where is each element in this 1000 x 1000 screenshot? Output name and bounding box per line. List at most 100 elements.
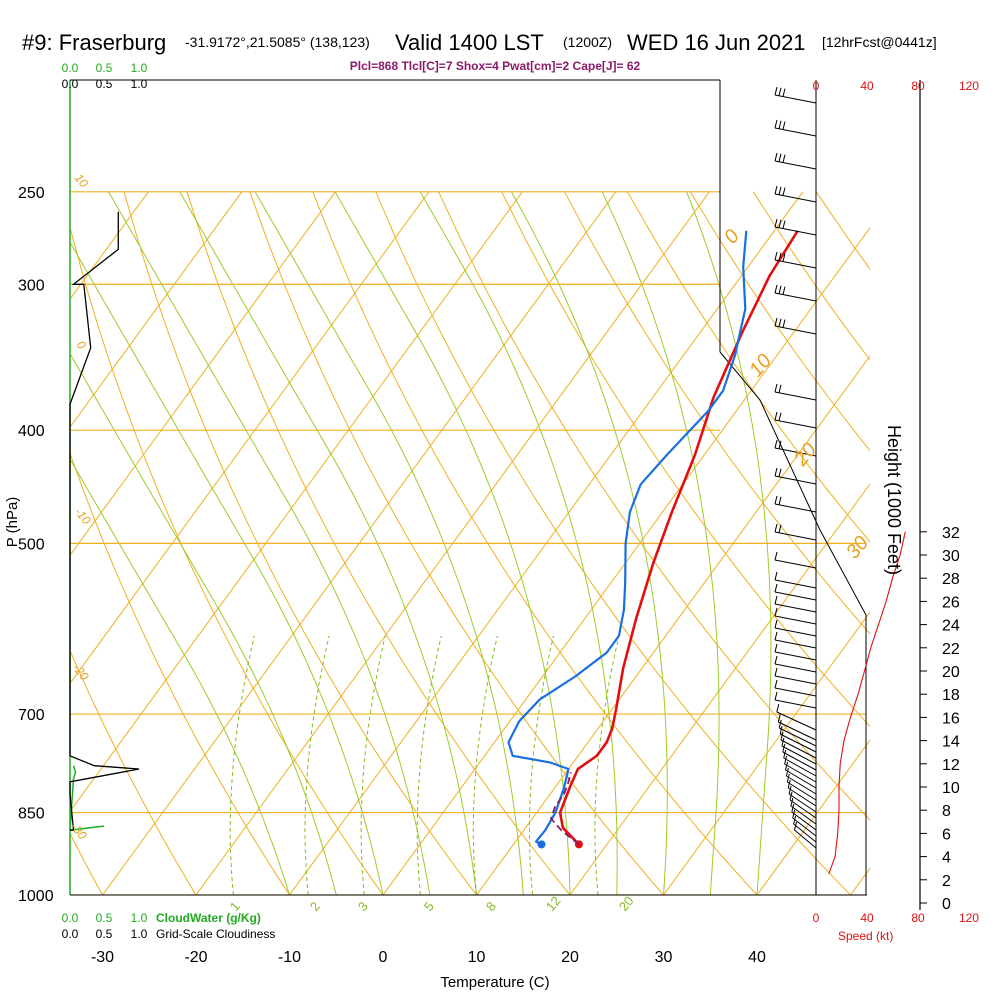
mixing-ratio-label: 5 [421,899,437,914]
moist-adiabat-line [108,191,431,895]
wind-barb-feather [778,719,782,729]
isotherm-label: 10 [745,350,776,381]
dewpoint-profile-line [507,230,748,846]
wind-barb-feather [782,121,786,130]
cloud-water-line [69,765,77,831]
cloud-water-title: CloudWater (g/Kg) [156,911,261,925]
wind-barb [791,811,817,831]
mixing-ratio-line [416,635,442,895]
dry-adiabat-line [123,191,477,895]
wind-barb-feather [774,495,778,505]
moist-adiabat-line [601,191,720,895]
wind-barb [780,739,817,759]
wind-barb [785,769,817,789]
wind-barb-feather [778,186,782,195]
wind-barb [774,226,817,236]
speed-tick-bottom: 0 [813,911,820,925]
wind-barb-feather [778,219,782,228]
wind-barb [774,503,817,513]
dry-adiabat-line [70,224,384,895]
dry-adiabat-line [501,191,870,728]
dry-adiabat-label: -20 [70,661,92,684]
speed-tick-bottom: 120 [959,911,979,925]
wind-barb-feather [787,779,791,789]
wind-barb [794,829,817,849]
wind-barb-feather [774,583,778,593]
mixing-ratio-line [472,635,498,895]
dry-adiabat-line [70,451,290,895]
wind-barb-feather [774,691,778,701]
wind-barb-feather [788,785,792,795]
temperature-tick-label: 0 [379,949,388,966]
wind-barb [774,127,817,137]
wind-barb-feather [782,88,786,97]
height-tick-label: 22 [942,641,960,658]
moist-adiabat-line [70,241,384,895]
wind-barb-feather [782,286,786,295]
dry-adiabat-line [375,191,851,895]
pressure-tick-label: 850 [18,806,45,823]
speed-tick-top: 120 [959,79,979,93]
cloud-tick-label: 1.0 [131,911,148,925]
wind-barb-feather [778,440,782,449]
wind-barb [779,733,817,753]
cloudiness-title: Grid-Scale Cloudiness [156,927,275,941]
wind-barb-feather [779,725,783,735]
speed-tick-top: 40 [860,79,874,93]
wind-barb [782,751,817,771]
height-tick-label: 8 [942,803,951,820]
wind-barb-feather [774,439,778,449]
pressure-tick-label: 500 [18,536,45,553]
mixing-ratio-label: 8 [483,899,499,914]
wind-barb-feather [785,761,788,771]
wind-barb-feather [778,120,782,129]
wind-barb-feather [783,749,787,759]
height-tick-label: 10 [942,780,960,797]
wind-barb [786,775,817,795]
wind-barb [774,259,817,269]
dry-adiabat-line [312,191,758,895]
wind-barb [774,419,817,429]
wind-barb-feather [778,87,782,96]
wind-barb-feather [778,384,782,393]
moist-adiabat-line [510,191,668,895]
wind-barb [774,591,817,601]
wind-barb [783,757,817,777]
wind-barbs [774,86,817,849]
moist-adiabat-line [179,191,477,895]
mixing-ratio-label: 20 [616,893,637,914]
wind-barb-feather [791,803,795,813]
moist-adiabat-line [334,191,571,895]
x-axis-title: Temperature (C) [440,974,549,991]
wind-barb-feather [782,319,786,328]
cloud-tick-label: 1.0 [131,927,148,941]
wind-barb-feather [782,220,786,229]
mixing-ratio-line [229,635,255,895]
moist-adiabat-line [686,191,772,895]
pressure-tick-label: 300 [18,277,45,294]
height-tick-label: 32 [942,525,960,542]
height-tick-label: 0 [942,896,951,913]
wind-barb-feather [778,318,782,327]
wind-barb-feather [793,815,797,825]
station-coords: -31.9172°,21.5085° (138,123) [185,34,370,50]
wind-barb-feather [774,317,778,327]
wind-barb [774,651,817,661]
station-title: #9: Fraserburg [22,30,166,55]
dry-adiabat-line [438,191,870,821]
wind-barb-feather [774,595,778,605]
wind-barb-feather [786,773,790,783]
wind-barb-feather [778,285,782,294]
wind-barb-feather [774,284,778,294]
isotherm-label: 30 [842,532,873,563]
dry-adiabat-label: 10 [72,171,92,190]
wind-barb-feather [782,743,786,753]
mixing-ratio-label: 2 [307,899,323,914]
wind-barb-feather [782,187,786,196]
height-tick-label: 12 [942,757,960,774]
temperature-tick-label: 30 [655,949,673,966]
moist-adiabat-line [254,191,524,895]
temperature-tick-label: 20 [561,949,579,966]
temperature-tick-label: -30 [91,949,114,966]
wind-barb-feather [774,551,778,561]
